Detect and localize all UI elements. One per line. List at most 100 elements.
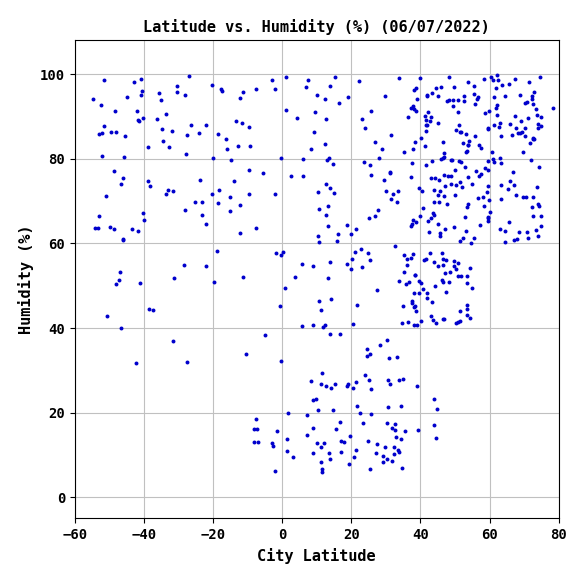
Point xyxy=(313,91,322,100)
Point xyxy=(322,156,331,165)
Point xyxy=(180,206,190,215)
Point xyxy=(321,382,331,391)
Point xyxy=(445,96,454,105)
Point xyxy=(420,112,429,121)
Point xyxy=(133,226,142,236)
Point xyxy=(97,151,107,160)
Point xyxy=(454,120,463,130)
Point xyxy=(339,438,348,447)
Point xyxy=(136,90,145,100)
Point xyxy=(421,127,430,136)
Point xyxy=(325,257,334,267)
Point xyxy=(319,439,328,448)
Point xyxy=(302,431,311,440)
Point xyxy=(492,70,501,79)
Point xyxy=(173,88,182,97)
Point xyxy=(324,221,333,230)
Point xyxy=(396,435,406,444)
Point xyxy=(194,129,203,138)
Point xyxy=(528,134,537,143)
Point xyxy=(536,122,545,131)
Point xyxy=(308,424,317,433)
Point xyxy=(290,273,300,282)
Point xyxy=(329,159,338,168)
Point xyxy=(463,78,472,87)
Point xyxy=(143,142,153,151)
Point xyxy=(513,234,522,244)
Point xyxy=(431,434,441,443)
Point xyxy=(427,156,437,165)
Point xyxy=(510,74,520,84)
Point xyxy=(411,270,420,279)
Point xyxy=(313,406,323,415)
Point xyxy=(399,301,408,310)
Point xyxy=(413,425,422,434)
Point xyxy=(435,176,444,185)
Point xyxy=(168,127,177,136)
Point xyxy=(445,73,454,82)
Point xyxy=(423,90,432,100)
Point xyxy=(396,401,405,410)
Point xyxy=(165,143,174,152)
Point xyxy=(363,351,372,360)
Point xyxy=(373,439,382,449)
Point xyxy=(524,78,533,87)
Point xyxy=(436,82,445,92)
Point xyxy=(231,116,240,126)
Point xyxy=(152,115,161,124)
Point xyxy=(306,376,315,385)
Point xyxy=(372,285,381,294)
Point xyxy=(302,410,312,419)
Point xyxy=(386,131,395,140)
Point xyxy=(414,276,423,286)
Point xyxy=(535,202,544,211)
Point xyxy=(459,233,468,242)
Point xyxy=(358,418,367,427)
Point xyxy=(318,369,327,378)
Point xyxy=(438,154,448,163)
Point xyxy=(298,154,308,164)
Point xyxy=(484,181,493,190)
Point xyxy=(524,233,533,242)
Point xyxy=(422,91,431,100)
Point xyxy=(463,278,472,287)
Point xyxy=(533,111,542,120)
Point xyxy=(425,249,434,258)
Point xyxy=(451,319,460,328)
Point xyxy=(363,344,372,354)
Point xyxy=(353,401,362,411)
Point xyxy=(422,160,431,169)
Point xyxy=(379,457,388,467)
Point xyxy=(474,141,483,150)
Point xyxy=(319,323,328,332)
Point xyxy=(450,222,459,232)
Point xyxy=(251,223,260,232)
Point xyxy=(130,77,139,86)
Point xyxy=(180,260,189,270)
Point xyxy=(316,380,325,389)
Point xyxy=(119,152,128,161)
Point xyxy=(457,128,466,137)
Point xyxy=(110,107,119,116)
Point xyxy=(350,452,359,461)
Point xyxy=(518,127,527,137)
Point xyxy=(450,82,459,92)
Point xyxy=(331,425,340,434)
Point xyxy=(198,210,207,219)
Point xyxy=(434,198,444,207)
Point xyxy=(426,213,435,222)
Point xyxy=(363,249,372,258)
Point xyxy=(172,82,181,91)
Point xyxy=(309,396,318,405)
Point xyxy=(484,156,493,165)
Point xyxy=(548,104,558,113)
Point xyxy=(112,279,121,289)
Point xyxy=(181,90,190,100)
Point xyxy=(480,164,490,173)
Point xyxy=(214,130,223,139)
Point xyxy=(138,86,147,95)
Point xyxy=(317,464,326,473)
Point xyxy=(501,238,510,247)
Point xyxy=(459,92,468,101)
Point xyxy=(346,229,355,238)
